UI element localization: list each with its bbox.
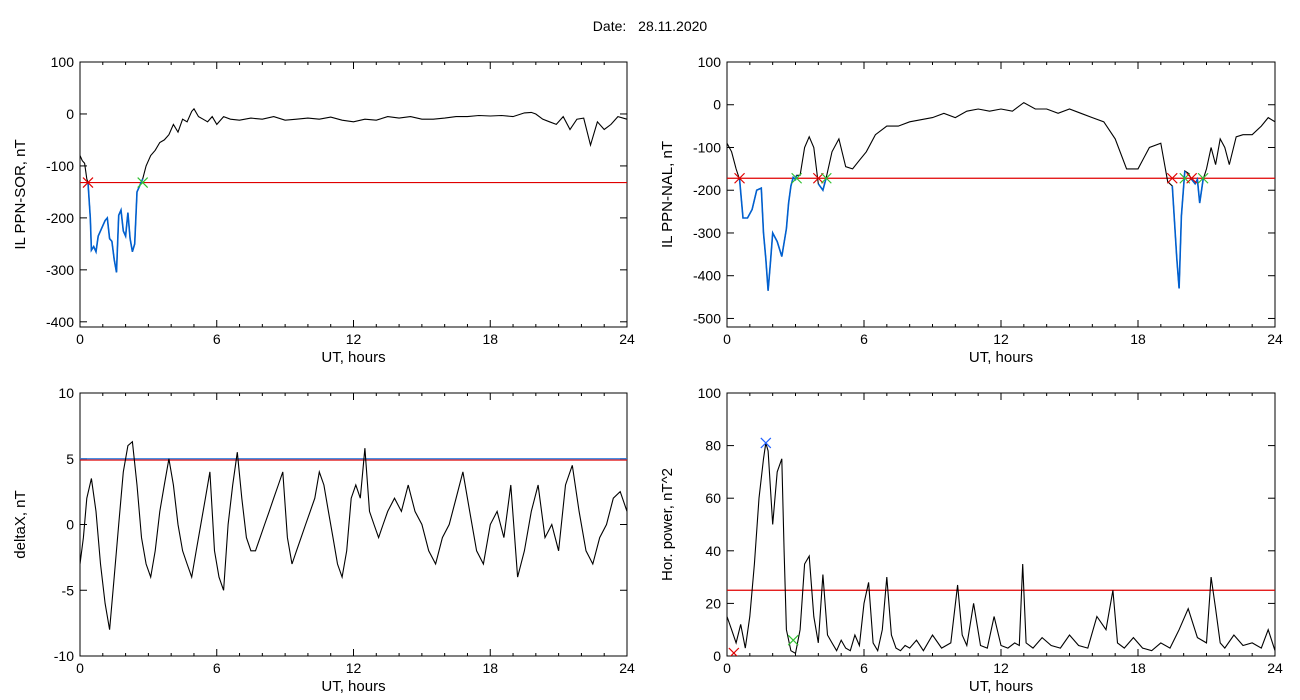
onset-marker — [812, 172, 824, 184]
y-tick-label: -300 — [46, 262, 74, 278]
y-axis-label: IL PPN-NAL, nT — [659, 141, 676, 248]
x-tick-label: 18 — [482, 660, 498, 676]
x-tick-label: 24 — [1267, 660, 1283, 676]
plot-frame — [726, 61, 1276, 328]
onset-marker — [1186, 172, 1198, 184]
series-line — [80, 440, 627, 630]
x-tick-label: 6 — [213, 331, 221, 347]
y-tick-label: 100 — [698, 385, 722, 401]
x-axis-label: UT, hours — [321, 678, 385, 695]
x-tick-label: 18 — [1130, 660, 1146, 676]
date-label: Date: — [592, 18, 627, 34]
highlight-segment — [1171, 170, 1186, 289]
onset-marker — [1166, 172, 1178, 184]
x-axis-label: UT, hours — [969, 349, 1033, 366]
plot-area — [727, 437, 1275, 656]
x-tick-label: 12 — [993, 331, 1009, 347]
x-tick-label: 12 — [993, 660, 1009, 676]
end-marker — [137, 177, 149, 188]
x-tick-label: 18 — [1130, 331, 1146, 347]
x-tick-label: 0 — [723, 331, 731, 347]
x-axis-label: UT, hours — [969, 678, 1033, 695]
y-axis-label: deltaX, nT — [12, 490, 29, 558]
y-tick-label: -5 — [62, 582, 75, 598]
y-tick-label: 0 — [66, 517, 74, 533]
y-tick-label: -10 — [54, 648, 74, 664]
chart-hor-power: 0 6 12 18 24 0 20 40 60 80 100 UT, hours Hor. power,… — [659, 385, 1283, 695]
highlight-segment — [1191, 176, 1204, 204]
y-tick-label: 100 — [51, 54, 75, 70]
plot-area — [80, 440, 627, 630]
plot-frame — [79, 392, 628, 657]
series-line — [727, 442, 1275, 655]
y-tick-label: -200 — [46, 210, 74, 226]
chart-il-nal: 0 6 12 18 24 -500 -400 -300 -200 -100 0 100 UT, hour… — [659, 54, 1283, 366]
peak-marker — [760, 437, 772, 449]
x-tick-label: 6 — [860, 331, 868, 347]
plot-frame — [726, 392, 1276, 657]
y-tick-label: -200 — [693, 182, 721, 198]
y-tick-label: -500 — [693, 310, 721, 326]
x-tick-label: 24 — [619, 331, 635, 347]
y-tick-label: 0 — [713, 97, 721, 113]
series-line — [80, 107, 627, 273]
y-tick-label: 0 — [66, 106, 74, 122]
y-tick-label: 5 — [66, 451, 74, 467]
end-marker — [1197, 172, 1209, 184]
onset-marker — [82, 177, 94, 188]
y-tick-label: 100 — [698, 54, 722, 70]
end-marker — [820, 172, 832, 184]
highlight-segment — [87, 178, 144, 273]
series-line — [727, 101, 1275, 291]
y-tick-label: -400 — [693, 268, 721, 284]
end-marker — [787, 634, 799, 646]
chart-il-sor: 0 6 12 18 24 -400 -300 -200 -100 0 100 UT, hours IL … — [12, 54, 635, 366]
y-axis-label: Hor. power, nT^2 — [659, 468, 676, 581]
y-tick-label: 60 — [705, 490, 721, 506]
y-tick-label: 80 — [705, 438, 721, 454]
x-tick-label: 18 — [482, 331, 498, 347]
plot-frame — [79, 61, 628, 328]
x-tick-label: 6 — [860, 660, 868, 676]
y-tick-label: 10 — [58, 385, 74, 401]
onset-marker — [728, 647, 740, 656]
x-axis-label: UT, hours — [321, 349, 385, 366]
x-tick-label: 24 — [1267, 331, 1283, 347]
x-tick-label: 0 — [76, 331, 84, 347]
y-tick-label: -300 — [693, 225, 721, 241]
y-tick-label: 0 — [713, 648, 721, 664]
chart-header: Date: 28.11.2020 — [0, 18, 1300, 34]
x-tick-label: 24 — [619, 660, 635, 676]
x-tick-label: 12 — [346, 331, 362, 347]
y-axis-label: IL PPN-SOR, nT — [12, 139, 29, 249]
x-tick-label: 12 — [346, 660, 362, 676]
y-tick-label: 20 — [705, 595, 721, 611]
y-tick-label: 40 — [705, 543, 721, 559]
y-tick-label: -100 — [46, 158, 74, 174]
end-marker — [791, 172, 803, 184]
chart-deltax: 0 6 12 18 24 -10 -5 0 5 10 UT, hours deltaX, nT — [12, 385, 635, 695]
plot-area — [727, 101, 1275, 291]
highlight-segment — [738, 175, 798, 291]
highlight-segment — [817, 177, 828, 193]
x-tick-label: 6 — [213, 660, 221, 676]
y-tick-label: -400 — [46, 314, 74, 330]
date-value: 28.11.2020 — [638, 18, 708, 34]
onset-marker — [734, 172, 745, 184]
x-tick-label: 0 — [76, 660, 84, 676]
y-tick-label: -100 — [693, 139, 721, 155]
x-tick-label: 0 — [723, 660, 731, 676]
plot-area — [80, 107, 627, 273]
